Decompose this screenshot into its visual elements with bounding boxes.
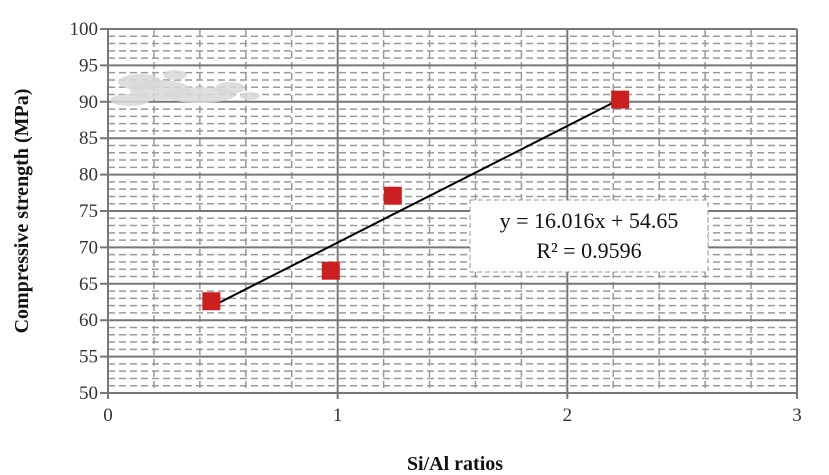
y-tick-label: 70: [79, 237, 98, 258]
data-points: [202, 90, 630, 311]
y-axis-ticks: 50 55 60 65 70 75 80 85 90 95 100: [70, 19, 99, 404]
data-point: [383, 186, 402, 205]
x-tick-label: 2: [563, 405, 573, 426]
y-tick-label: 80: [79, 165, 98, 186]
x-tick-label: 3: [792, 405, 802, 426]
data-point: [321, 261, 340, 280]
trendline: [210, 98, 621, 308]
x-axis-title: Si/Al ratios: [407, 453, 503, 475]
x-tick-label: 0: [103, 405, 113, 426]
y-tick-label: 90: [79, 92, 98, 113]
x-tick-label: 1: [333, 405, 343, 426]
y-tick-label: 100: [70, 19, 99, 40]
noise-artifact: [110, 70, 260, 106]
data-point: [611, 90, 630, 109]
noise-spot: [215, 82, 245, 94]
r-squared-label: R² = 0.9596: [536, 238, 641, 263]
y-tick-label: 60: [79, 310, 98, 331]
noise-spot: [163, 70, 187, 80]
y-tick-label: 75: [79, 201, 98, 222]
equation-box: y = 16.016x + 54.65 R² = 0.9596: [469, 199, 709, 273]
noise-spot: [240, 92, 260, 100]
data-point: [202, 292, 221, 311]
trendline-equation: y = 16.016x + 54.65: [500, 208, 679, 233]
noise-spot: [110, 94, 150, 106]
y-tick-label: 50: [79, 383, 98, 404]
y-tick-label: 85: [79, 128, 98, 149]
y-tick-label: 95: [79, 55, 98, 76]
y-tick-label: 65: [79, 274, 98, 295]
y-axis-title: Compressive strength (MPa): [11, 89, 33, 334]
y-tick-label: 55: [79, 347, 98, 368]
x-axis-ticks: 0 1 2 3: [103, 405, 802, 426]
